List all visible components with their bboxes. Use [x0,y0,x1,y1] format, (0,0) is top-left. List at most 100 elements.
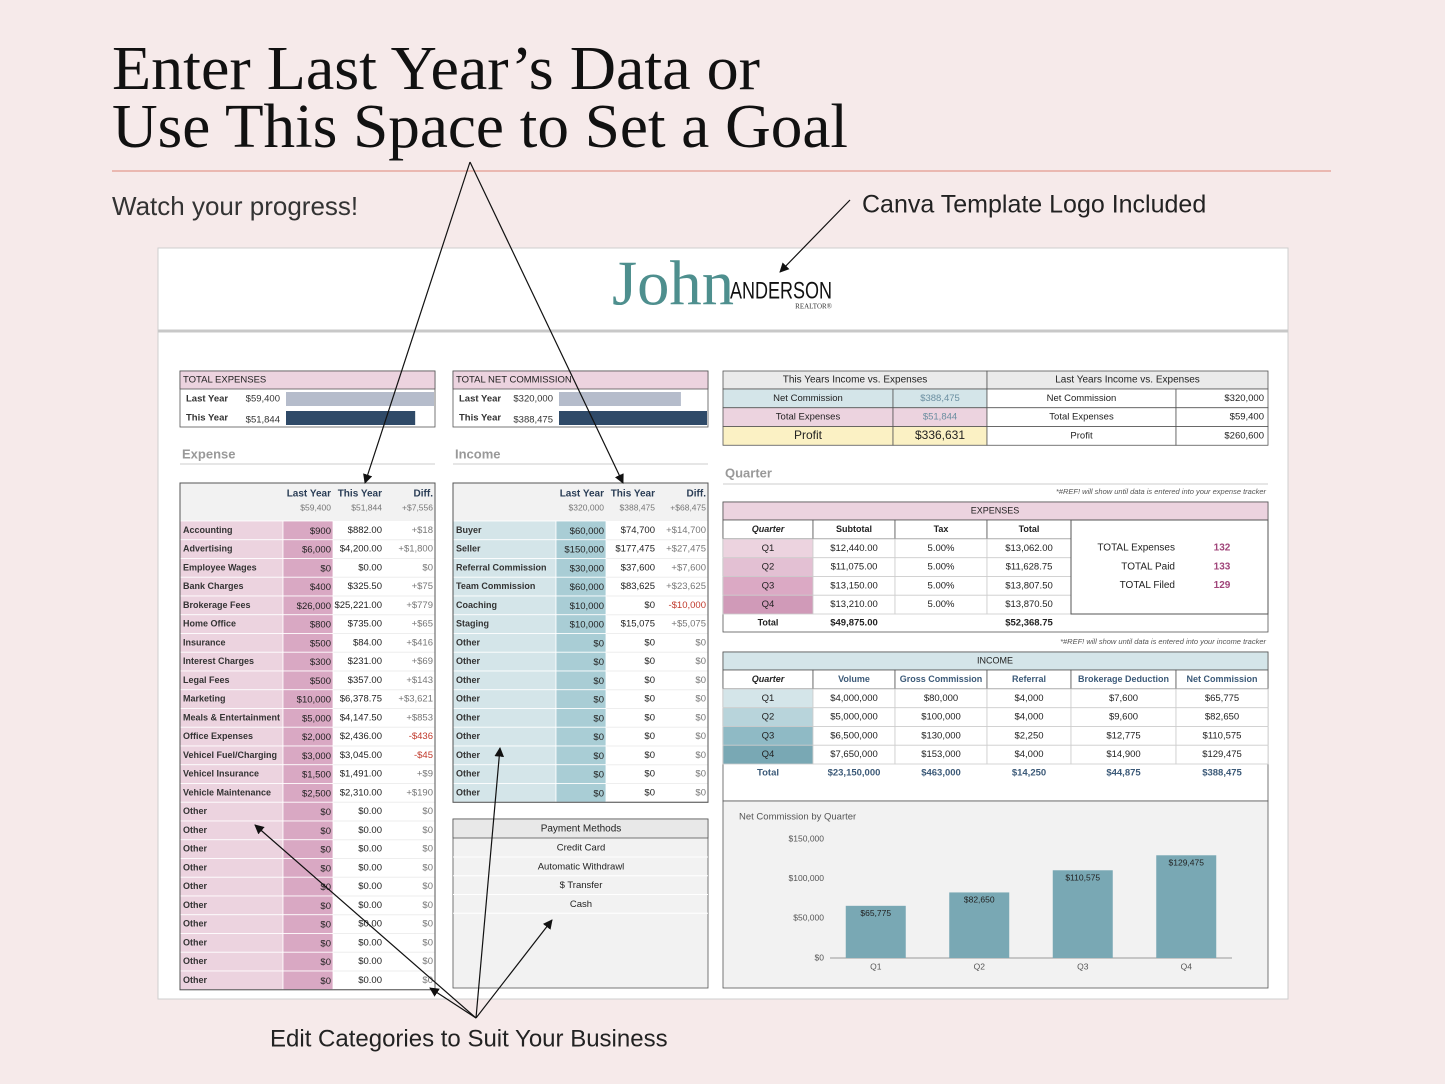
cell-text: +$1,800 [398,544,433,555]
cell-text: $4,000 [1014,712,1043,723]
arrow [363,161,471,484]
cell-text: $500 [310,638,331,649]
x-tick-label: Q4 [1181,961,1193,971]
cell-text: Payment Methods [541,824,622,835]
cell-text: Other [456,712,481,722]
arrow [779,199,851,273]
cell-text: 129 [1214,580,1231,591]
cell-text: Vehicle Maintenance [183,787,271,797]
cell-text: $5,000 [302,713,331,724]
cell-text: $25,221.00 [334,600,382,611]
cell-text: +$143 [406,675,433,686]
cell-text: $110,575 [1203,730,1242,741]
cell-text: $0 [422,862,433,873]
cell-text: $0 [422,844,433,855]
cell-text: Home Office [183,619,236,629]
cell-text: $100,000 [921,712,961,723]
arrow [475,919,553,1019]
cell-text: $6,500,000 [830,730,878,741]
cell-text: Last Years Income vs. Expenses [1055,375,1200,386]
cell-text: $0 [422,975,433,986]
section-title: Expense [182,446,235,461]
cell-text: Cash [570,899,592,910]
cell-text: Last Year [459,394,501,405]
cell-text: $0 [695,637,706,648]
cell-text: $0 [695,769,706,780]
cell-text: $153,000 [921,749,961,760]
cell-text: 5.00% [928,562,955,573]
table-head [180,483,435,521]
summary-bar [286,392,434,406]
y-tick-label: $100,000 [789,873,825,883]
cell-text: Profit [1070,430,1093,441]
cell-text: Other [183,825,208,835]
cell-text: Total [1019,524,1040,534]
cell-text: $0 [593,695,604,706]
cell-text: Other [456,731,481,741]
cell-text: Brokerage Fees [183,600,251,610]
cell-text: Seller [456,544,481,554]
cell-text: 5.00% [928,580,955,591]
arrows [254,161,851,1019]
cell-text: Automatic Withdrawl [538,861,625,872]
cell-text: Brokerage Deduction [1078,674,1169,684]
cell-text: *#REF! will show until data is entered i… [1060,637,1266,646]
cell-text: $130,000 [921,730,961,741]
cell-text: $60,000 [570,526,604,537]
cell-text: $59,400 [1230,412,1264,423]
logo-last: ANDERSON [730,277,832,304]
table-head [453,483,708,521]
cell-text: Team Commission [456,581,535,591]
cell-text: $5,000,000 [830,712,878,723]
cell-text: Quarter [752,524,785,534]
cell-text: $4,000,000 [830,693,878,704]
cell-text: Last Year [560,489,604,500]
cell-text: Q1 [762,693,775,704]
cell-text: $300 [310,657,331,668]
cell-text: Other [456,637,481,647]
payment-box [452,818,709,989]
cell-text: Other [456,694,481,704]
cell-text: Q4 [762,749,775,760]
cell-text: $13,062.00 [1005,543,1053,554]
cell-text: Marketing [183,694,226,704]
cell-text: $0 [320,938,331,949]
cell-text: Last Year [287,489,331,500]
cell-text: $83,625 [621,581,655,592]
cell-text: $325.50 [348,581,382,592]
note: Canva Template Logo Included [862,191,1206,219]
table-border [452,482,709,803]
cell-text: $59,400 [300,502,331,512]
cell-text: $0 [644,656,655,667]
cell-text: Other [456,750,481,760]
cell-text: Total Expenses [1049,412,1114,423]
cell-text: $0 [320,976,331,987]
cell-text: +$68,475 [670,502,706,512]
cell-text: TOTAL Expenses [1097,543,1175,554]
cell-text: Insurance [183,637,226,647]
cell-text: $49,875.00 [830,618,878,629]
cell-text: $900 [310,526,331,537]
cell-text: 132 [1214,543,1231,554]
cell-text: $44,875 [1106,768,1141,779]
cell-text: Q2 [762,562,775,573]
cell-text: $60,000 [570,582,604,593]
cell-text: This Year [459,413,501,424]
cell-text: $2,436.00 [340,731,382,742]
cell-text: $4,000 [1014,693,1043,704]
cell-text: $260,600 [1224,430,1264,441]
cell-text: Total Expenses [776,412,841,423]
cell-text: Credit Card [557,843,606,854]
cell-text: -$10,000 [668,600,706,611]
cell-text: Net Commission [773,393,843,404]
summary-bar [286,411,416,425]
arrow [475,747,505,1019]
note: Edit Categories to Suit Your Business [270,1025,668,1052]
side-box [1070,519,1269,615]
cell-text: Interest Charges [183,656,254,666]
cell-text: +$69 [412,656,433,667]
cell-text: $6,000 [302,545,331,556]
cell-text: $0 [695,750,706,761]
cell-text: $4,200.00 [340,544,382,555]
cell-text: $0.00 [358,956,382,967]
